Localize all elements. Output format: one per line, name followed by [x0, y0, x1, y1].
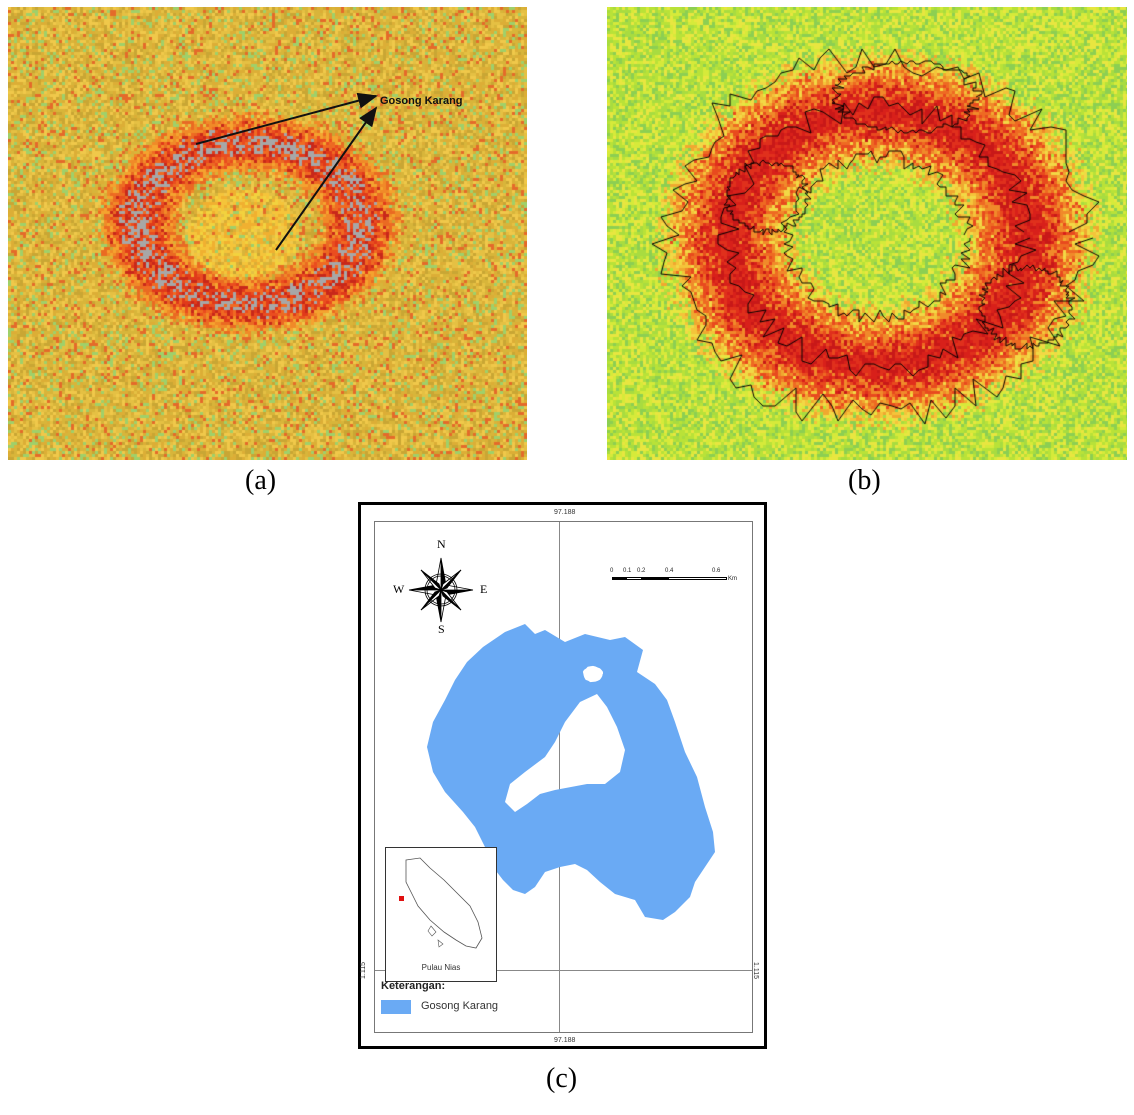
arrow-2 [275, 106, 378, 251]
scale-tick-0: 0 [610, 568, 614, 574]
legend-swatch [381, 1000, 411, 1014]
legend-title: Keterangan: [381, 980, 446, 992]
annotation-arrows [195, 92, 378, 251]
compass-s: S [438, 622, 445, 636]
panel-a-image: Gosong Karang [8, 7, 527, 460]
inset-map: Pulau Nias [385, 847, 497, 982]
scale-bar: 0 0.1 0.2 0.4 0.6 Km [607, 567, 737, 587]
compass-w: W [393, 582, 405, 596]
arrow-1 [195, 92, 378, 145]
caption-b: (b) [848, 465, 881, 496]
compass-n: N [437, 537, 446, 551]
longitude-bottom: 97.188 [554, 1037, 576, 1044]
scale-tick-1: 0.1 [623, 568, 632, 574]
longitude-top: 97.188 [554, 509, 576, 516]
caption-a: (a) [245, 465, 277, 496]
compass-rose-icon [408, 557, 474, 623]
scale-tick-2: 0.2 [637, 568, 646, 574]
segmentation-raster-b [607, 7, 1127, 460]
meridian-line [559, 522, 560, 1032]
scale-tick-4: 0.6 [712, 568, 721, 574]
map-frame: N S E W 0 0.1 0.2 0.4 0.6 Km [374, 521, 753, 1033]
gosong-karang-label: Gosong Karang [380, 95, 463, 107]
inset-label: Pulau Nias [421, 963, 461, 972]
parallel-line [375, 970, 752, 971]
panel-b-image [607, 7, 1127, 460]
latitude-right: 1.115 [752, 962, 759, 979]
latitude-left: 1.115 [360, 962, 367, 979]
legend-label: Gosong Karang [421, 1000, 499, 1012]
caption-c: (c) [546, 1063, 578, 1094]
panel-c-map: 97.188 97.188 1.115 1.115 [358, 502, 767, 1049]
nias-island-outline [399, 857, 483, 949]
gosong-karang-area [427, 624, 715, 920]
scale-unit: Km [728, 576, 737, 582]
satellite-raster-a [8, 7, 527, 460]
scale-tick-3: 0.4 [665, 568, 674, 574]
compass-e: E [480, 582, 488, 596]
